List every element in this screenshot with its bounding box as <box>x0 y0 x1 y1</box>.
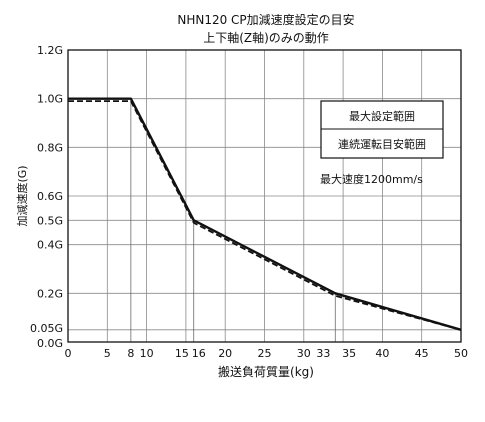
x-axis-label: 搬送負荷質量(kg) <box>218 364 314 379</box>
legend-item-continuous: 連続運転目安範囲 <box>338 137 426 151</box>
x-tick-label: 33 <box>316 347 330 360</box>
y-tick-label: 0.05G <box>30 322 63 335</box>
x-tick-label: 35 <box>342 347 356 360</box>
y-tick-label: 0.8G <box>37 141 63 154</box>
x-tick-label: 16 <box>192 347 206 360</box>
y-tick-labels: 0.0G 0.05G 0.2G 0.4G 0.5G 0.6G 0.8G 1.0G 1.2G <box>30 44 63 350</box>
x-tick-label: 8 <box>127 347 134 360</box>
y-tick-label: 1.2G <box>37 44 63 57</box>
series-line-continuous <box>68 100 462 331</box>
x-tick-label: 20 <box>218 347 232 360</box>
x-tick-label: 25 <box>258 347 272 360</box>
x-tick-label: 0 <box>65 347 72 360</box>
legend: 最大設定範囲 連続運転目安範囲 <box>320 100 444 159</box>
x-tick-label: 40 <box>375 347 389 360</box>
x-tick-label: 50 <box>454 347 468 360</box>
max-speed-annotation: 最大速度1200mm/s <box>320 172 423 186</box>
y-axis-label: 加減速度(G) <box>15 165 29 226</box>
x-tick-labels: 0 5 8 10 15 16 20 25 30 33 35 40 45 50 <box>65 347 469 360</box>
series-layer <box>68 97 462 331</box>
series-line-max <box>68 97 462 331</box>
y-tick-label: 0.0G <box>37 337 63 350</box>
chart-title: NHN120 CP加減速度設定の目安 <box>177 12 354 27</box>
reference-lines <box>130 98 336 342</box>
plot-frame <box>67 49 462 343</box>
x-tick-label: 45 <box>415 347 429 360</box>
x-tick-label: 5 <box>104 347 111 360</box>
y-tick-label: 1.0G <box>37 93 63 106</box>
grid-lines <box>68 50 461 342</box>
legend-item-max: 最大設定範囲 <box>349 109 415 123</box>
y-tick-label: 0.2G <box>37 287 63 300</box>
x-tick-label: 30 <box>297 347 311 360</box>
y-tick-label: 0.5G <box>37 214 63 227</box>
y-tick-label: 0.4G <box>37 239 63 252</box>
y-tick-label: 0.6G <box>37 190 63 203</box>
chart-subtitle: 上下軸(Z軸)のみの動作 <box>203 31 329 45</box>
x-tick-label: 10 <box>140 347 154 360</box>
x-tick-label: 15 <box>175 347 189 360</box>
